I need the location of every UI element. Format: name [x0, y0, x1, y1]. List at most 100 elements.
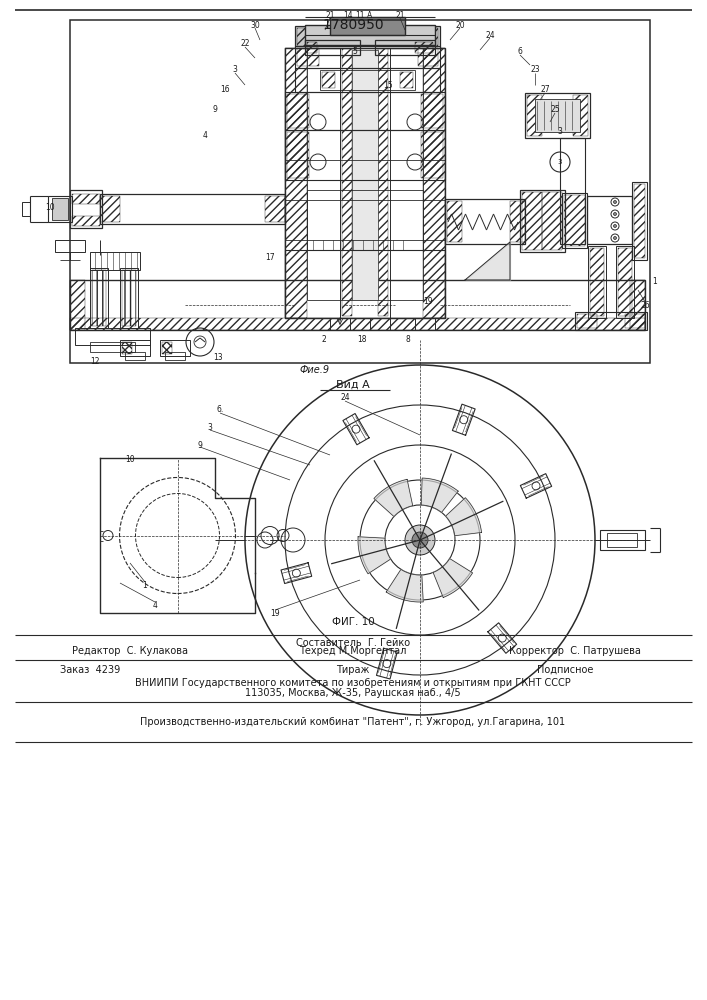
Bar — [305, 40, 360, 55]
Bar — [55, 240, 85, 252]
Bar — [120, 268, 138, 328]
Bar — [330, 17, 405, 35]
Polygon shape — [386, 569, 423, 602]
Bar — [577, 314, 597, 328]
Polygon shape — [374, 479, 413, 517]
Bar — [297, 48, 319, 66]
Text: 5: 5 — [353, 47, 358, 56]
Bar — [562, 193, 587, 248]
Text: 10: 10 — [45, 204, 55, 213]
Bar — [285, 48, 307, 318]
Text: 16: 16 — [220, 86, 230, 95]
Bar — [418, 28, 438, 46]
Bar — [162, 342, 172, 354]
Text: Вид А: Вид А — [336, 380, 370, 390]
Bar — [48, 196, 72, 222]
Bar — [287, 94, 309, 128]
Text: 9: 9 — [197, 440, 202, 450]
Text: 6: 6 — [518, 47, 522, 56]
Text: 30: 30 — [250, 20, 260, 29]
Bar — [525, 93, 590, 138]
Bar — [285, 130, 445, 180]
Bar — [415, 42, 433, 53]
Bar — [100, 194, 285, 224]
Bar — [342, 25, 352, 316]
Polygon shape — [445, 498, 481, 536]
Text: Техред М.Моргентал: Техред М.Моргентал — [299, 646, 407, 656]
Circle shape — [614, 200, 617, 204]
Bar — [421, 132, 443, 178]
Bar — [285, 48, 445, 318]
Bar — [90, 252, 140, 270]
Bar — [120, 340, 150, 356]
Text: 6.: 6. — [216, 406, 223, 414]
Text: A: A — [368, 10, 373, 19]
Bar — [70, 190, 102, 228]
Text: 17: 17 — [265, 253, 275, 262]
Bar — [370, 318, 390, 330]
Polygon shape — [358, 537, 391, 574]
Bar — [125, 352, 145, 360]
Bar — [510, 201, 525, 242]
Text: 9: 9 — [213, 105, 218, 114]
Bar — [575, 312, 647, 330]
Bar — [587, 196, 632, 244]
Bar — [415, 318, 435, 330]
Text: 1: 1 — [143, 580, 147, 589]
Bar — [295, 46, 440, 68]
Bar — [265, 196, 285, 222]
Text: 21: 21 — [395, 10, 404, 19]
Bar — [418, 48, 438, 66]
Text: 21: 21 — [325, 10, 334, 19]
Text: 27: 27 — [540, 86, 550, 95]
Bar — [92, 270, 106, 326]
Bar — [305, 25, 435, 45]
Bar — [588, 246, 606, 318]
Bar — [590, 248, 604, 316]
Bar — [400, 72, 413, 88]
Bar — [378, 25, 388, 316]
Bar — [445, 199, 525, 244]
Bar — [618, 248, 632, 316]
Bar — [447, 201, 462, 242]
Bar — [625, 314, 645, 328]
Bar — [600, 530, 645, 550]
Bar — [320, 70, 415, 90]
Bar — [90, 268, 108, 328]
Bar — [70, 318, 645, 330]
Bar — [522, 192, 542, 250]
Text: Фие.9: Фие.9 — [300, 365, 330, 375]
Text: 2: 2 — [322, 334, 327, 344]
Bar — [122, 270, 136, 326]
Text: 14: 14 — [343, 10, 353, 19]
Text: 10: 10 — [125, 456, 135, 464]
Circle shape — [405, 525, 435, 555]
Bar — [616, 246, 634, 318]
Text: 18: 18 — [357, 334, 367, 344]
Text: Тираж: Тираж — [337, 665, 370, 675]
Bar — [564, 195, 585, 246]
Text: 4: 4 — [203, 130, 207, 139]
Text: 25: 25 — [550, 105, 560, 114]
Bar — [330, 318, 350, 330]
Bar — [632, 182, 647, 260]
Text: 24: 24 — [340, 393, 350, 402]
Text: 3: 3 — [558, 159, 562, 165]
Bar — [520, 190, 565, 252]
Polygon shape — [465, 242, 510, 280]
Text: Редактор  С. Кулакова: Редактор С. Кулакова — [72, 646, 188, 656]
Text: Подписное: Подписное — [537, 665, 593, 675]
Text: 1780950: 1780950 — [322, 18, 384, 32]
Text: 3: 3 — [208, 424, 212, 432]
Bar — [542, 192, 562, 250]
Bar — [287, 132, 309, 178]
Bar — [535, 99, 580, 132]
Bar — [352, 50, 378, 300]
Bar — [72, 194, 100, 204]
Bar — [100, 196, 120, 222]
Bar — [52, 198, 68, 220]
Bar — [421, 94, 443, 128]
Text: 1: 1 — [653, 277, 658, 286]
Bar — [90, 342, 135, 352]
Bar — [160, 340, 190, 356]
